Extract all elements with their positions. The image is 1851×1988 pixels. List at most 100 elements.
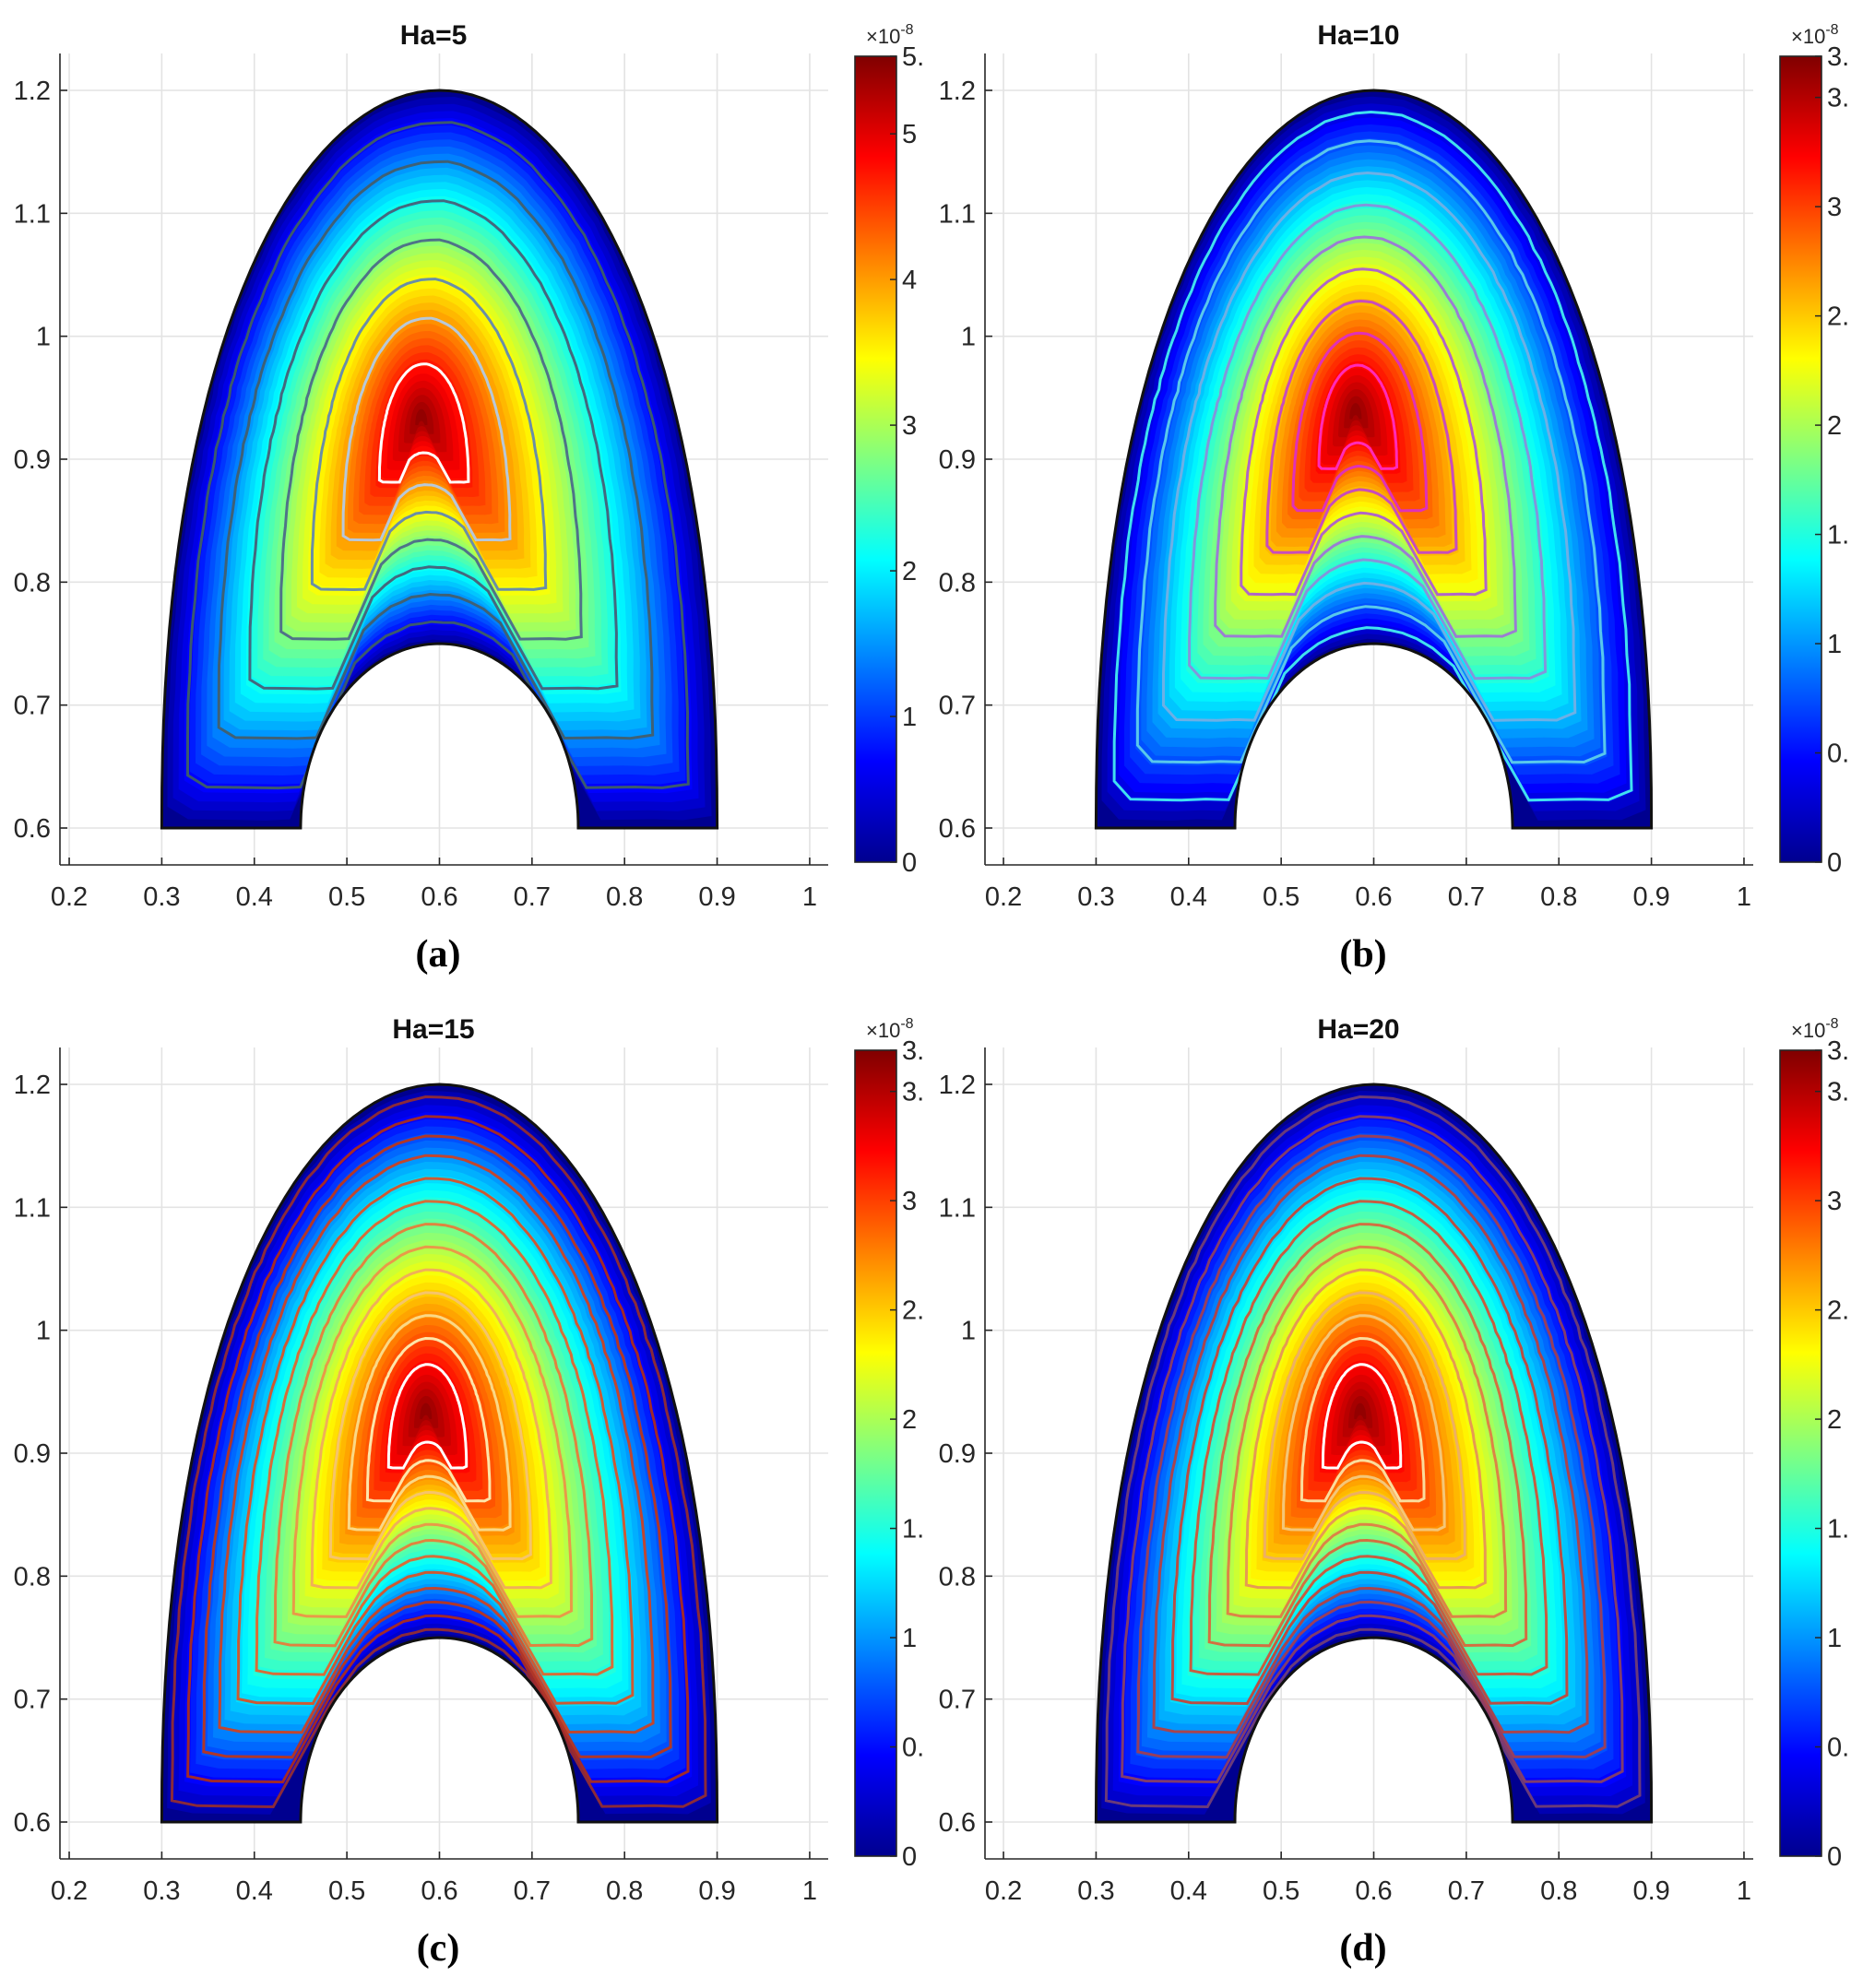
contour-line-6 bbox=[1189, 1200, 1548, 1676]
y-tick-label: 0.7 bbox=[14, 692, 51, 721]
chart-panel-c: 0.2 0.3 0.4 0.5 0.6 0.7 0.8 0.9 1 0.6 0.7 0.8 0.9 1 1.… bbox=[0, 994, 925, 1988]
y-tick-label: 1 bbox=[961, 1317, 976, 1346]
y-tick-label: 0.6 bbox=[14, 1808, 51, 1838]
contour-line-7 bbox=[273, 1223, 594, 1648]
chart-title: Ha=20 bbox=[1317, 1014, 1399, 1045]
contour-line-8 bbox=[1226, 1245, 1508, 1618]
contour-plot-b: 0.2 0.3 0.4 0.5 0.6 0.7 0.8 0.9 1 0.6 0.7 0.8 0.9 1 1.… bbox=[939, 20, 1850, 976]
chart-panel-a: 0.2 0.3 0.4 0.5 0.6 0.7 0.8 0.9 1 0.6 0.7 0.8 0.9 1 1.… bbox=[0, 0, 925, 994]
colorbar-tick-label: 1.5 bbox=[902, 1515, 925, 1544]
y-tick-label: 1 bbox=[36, 323, 51, 352]
x-tick-label: 0.3 bbox=[143, 1876, 180, 1906]
colorbar-tick-label: 4 bbox=[902, 266, 917, 295]
y-tick-label: 0.9 bbox=[939, 445, 976, 475]
contour-line-10 bbox=[1263, 1291, 1466, 1561]
colorbar-tick-label: 2.5 bbox=[1827, 1296, 1850, 1326]
colorbar-tick-label: 3 bbox=[902, 411, 917, 441]
contour-line-3 bbox=[1136, 1134, 1607, 1759]
x-tick-label: 0.9 bbox=[698, 1876, 735, 1906]
colorbar-tick-label: 1 bbox=[1827, 630, 1842, 659]
x-tick-label: 1 bbox=[802, 1876, 817, 1906]
panel-caption: (d) bbox=[1339, 1927, 1386, 1970]
contour-line-5 bbox=[1214, 235, 1517, 638]
x-tick-label: 0.4 bbox=[236, 1876, 273, 1906]
x-tick-label: 0.8 bbox=[606, 1876, 643, 1906]
colorbar-tick-label: 2.5 bbox=[902, 1296, 925, 1326]
x-tick-label: 0.6 bbox=[421, 1876, 457, 1906]
contour-line-8 bbox=[291, 1245, 574, 1618]
colorbar-exponent: ×10-8 bbox=[1791, 1016, 1839, 1042]
x-tick-label: 0.7 bbox=[514, 882, 551, 912]
contour-line-12 bbox=[365, 1336, 492, 1503]
x-tick-label: 0.6 bbox=[1355, 1876, 1392, 1906]
contour-line-2 bbox=[186, 1115, 690, 1784]
y-tick-label: 0.8 bbox=[14, 568, 51, 598]
chart-title: Ha=15 bbox=[392, 1014, 474, 1045]
contour-line-11 bbox=[347, 1314, 512, 1532]
x-tick-label: 0.5 bbox=[328, 1876, 365, 1906]
y-tick-label: 0.7 bbox=[939, 692, 976, 721]
contour-line-10 bbox=[328, 1291, 532, 1561]
contour-line-8 bbox=[1291, 331, 1429, 513]
x-tick-label: 1 bbox=[802, 882, 817, 912]
y-tick-label: 0.6 bbox=[939, 1808, 976, 1838]
chart-title: Ha=10 bbox=[1317, 20, 1399, 51]
y-tick-label: 0.7 bbox=[939, 1686, 976, 1715]
x-tick-label: 0.9 bbox=[698, 882, 735, 912]
chart-title: Ha=5 bbox=[400, 20, 468, 51]
x-tick-label: 0.4 bbox=[1170, 882, 1207, 912]
x-tick-label: 0.2 bbox=[985, 1876, 1022, 1906]
y-tick-label: 0.6 bbox=[939, 814, 976, 844]
y-tick-label: 1.1 bbox=[14, 1193, 51, 1223]
y-tick-label: 1.1 bbox=[939, 1193, 976, 1223]
y-tick-label: 1.1 bbox=[939, 199, 976, 229]
contour-line-6 bbox=[255, 1200, 614, 1676]
colorbar-tick-label: 3 bbox=[1827, 1187, 1842, 1216]
colorbar-tick-label: 1 bbox=[902, 703, 917, 732]
domain-boundary bbox=[160, 1083, 719, 1824]
x-tick-label: 1 bbox=[1737, 882, 1751, 912]
contour-line-5 bbox=[236, 1177, 635, 1706]
colorbar-exponent: ×10-8 bbox=[866, 22, 914, 48]
colorbar-tick-label: 0.5 bbox=[902, 1734, 925, 1763]
y-tick-label: 1.2 bbox=[939, 1071, 976, 1100]
contour-line-2 bbox=[1135, 139, 1607, 764]
colorbar-tick-label: 1.5 bbox=[1827, 1515, 1850, 1544]
contour-line-1 bbox=[186, 121, 690, 790]
colorbar-tick-label: 3.6885 bbox=[1827, 42, 1850, 72]
x-tick-label: 0.3 bbox=[143, 882, 180, 912]
x-tick-label: 0.2 bbox=[985, 882, 1022, 912]
y-tick-label: 1 bbox=[36, 1317, 51, 1346]
contour-line-3 bbox=[202, 1134, 672, 1759]
contour-line-2 bbox=[217, 160, 655, 740]
colorbar-tick-label: 0 bbox=[1827, 1842, 1842, 1872]
chart-panel-b: 0.2 0.3 0.4 0.5 0.6 0.7 0.8 0.9 1 0.6 0.7 0.8 0.9 1 1.… bbox=[925, 0, 1850, 994]
x-tick-label: 0.4 bbox=[236, 882, 273, 912]
contour-line-1 bbox=[1104, 1095, 1642, 1809]
domain-boundary bbox=[1094, 1083, 1654, 1824]
colorbar-exponent: ×10-8 bbox=[866, 1016, 914, 1042]
colorbar-tick-label: 3.5 bbox=[1827, 84, 1850, 113]
contour-line-5 bbox=[310, 278, 548, 592]
y-tick-label: 1.1 bbox=[14, 199, 51, 229]
colorbar-tick-label: 2 bbox=[902, 557, 917, 586]
colorbar-tick-label: 5 bbox=[902, 120, 917, 149]
colorbar-tick-label: 3 bbox=[902, 1187, 917, 1216]
contour-line-4 bbox=[1152, 1154, 1589, 1734]
contour-plot-c: 0.2 0.3 0.4 0.5 0.6 0.7 0.8 0.9 1 0.6 0.7 0.8 0.9 1 1.… bbox=[14, 1014, 925, 1970]
contour-line-1 bbox=[1112, 110, 1633, 802]
y-tick-label: 0.9 bbox=[14, 1439, 51, 1469]
x-tick-label: 0.2 bbox=[51, 1876, 88, 1906]
colorbar bbox=[854, 1049, 897, 1857]
colorbar-tick-label: 2 bbox=[1827, 411, 1842, 441]
x-tick-label: 0.6 bbox=[1355, 882, 1392, 912]
contour-line-7 bbox=[377, 362, 470, 484]
colorbar-tick-label: 3.5 bbox=[902, 1078, 925, 1107]
contour-line-2 bbox=[1121, 1115, 1624, 1784]
contour-line-9 bbox=[1244, 1268, 1487, 1590]
x-tick-label: 0.5 bbox=[328, 882, 365, 912]
panel-caption: (c) bbox=[417, 1927, 460, 1970]
x-tick-label: 0.9 bbox=[1632, 1876, 1669, 1906]
domain-boundary bbox=[1094, 89, 1654, 830]
contour-line-4 bbox=[279, 238, 583, 641]
